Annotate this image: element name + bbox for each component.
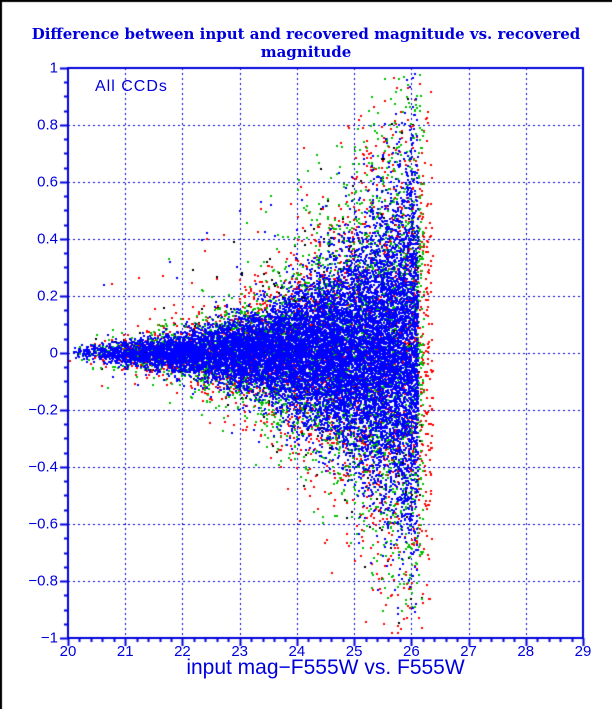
- chart-title: Difference between input and recovered m…: [31, 25, 581, 61]
- x-axis-title: input mag−F555W vs. F555W: [186, 656, 465, 679]
- plot-annotation: All CCDs: [95, 78, 168, 95]
